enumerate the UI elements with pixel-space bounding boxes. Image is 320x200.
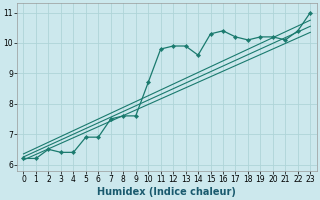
X-axis label: Humidex (Indice chaleur): Humidex (Indice chaleur) [98,187,236,197]
